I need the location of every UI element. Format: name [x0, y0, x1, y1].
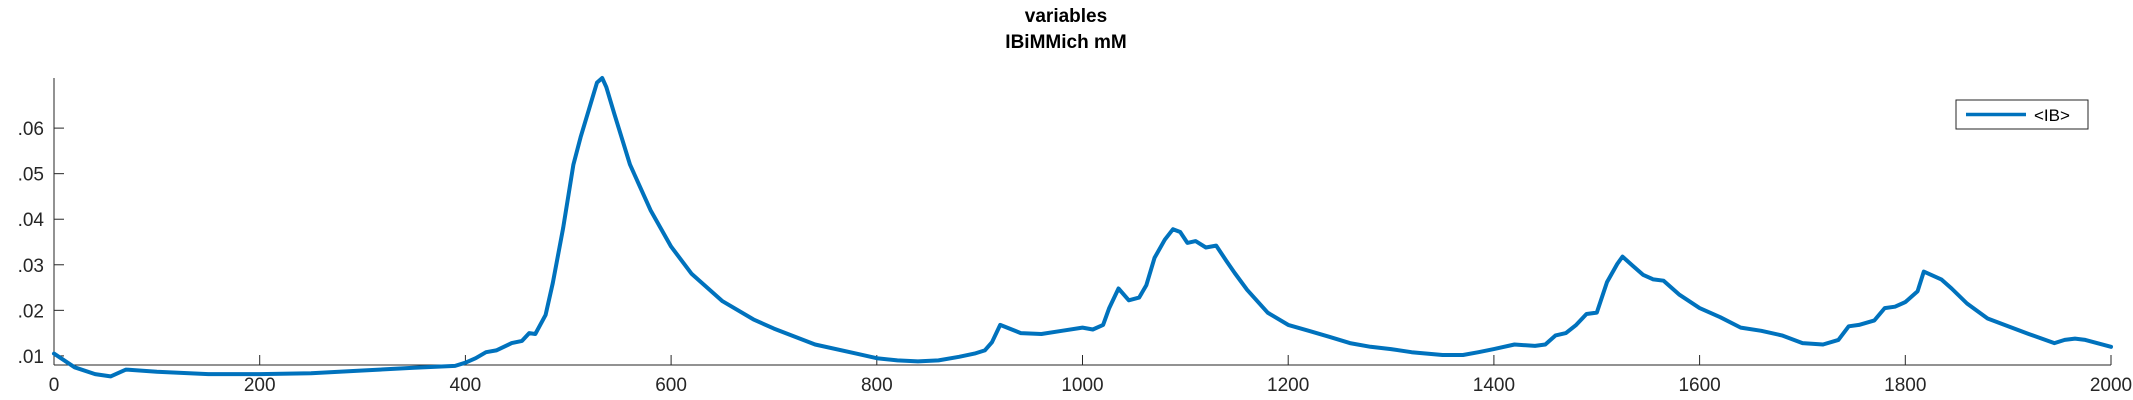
x-tick-label: 1600: [1678, 375, 1720, 396]
legend-label: <IB>: [2034, 106, 2070, 125]
chart-subtitle: IBiMMich mM: [1005, 32, 1126, 53]
y-tick-label: .04: [18, 210, 45, 231]
x-tick-label: 400: [450, 375, 482, 396]
plot-area: 0 200 400 600 800 1000 1200 1400 1600 1800 2000 .01…: [18, 76, 2132, 396]
y-tick-label: .05: [18, 165, 44, 186]
y-tick-label: .03: [18, 256, 44, 277]
x-tick-label: 1800: [1884, 375, 1926, 396]
y-tick-label: .06: [18, 119, 44, 140]
series-line-ib: [52, 76, 2113, 379]
x-tick-label: 800: [861, 375, 893, 396]
y-tick-label: .01: [18, 347, 44, 368]
x-tick-label: 1400: [1473, 375, 1515, 396]
x-tick-label: 600: [655, 375, 687, 396]
x-tick-label: 200: [244, 375, 276, 396]
x-tick-label: 0: [49, 375, 60, 396]
legend: <IB>: [1955, 99, 2089, 130]
chart-title: variables: [1025, 6, 1107, 27]
x-tick-label: 1200: [1267, 375, 1309, 396]
x-tick-label: 1000: [1061, 375, 1103, 396]
y-tick-label: .02: [18, 301, 44, 322]
x-tick-label: 2000: [2090, 375, 2132, 396]
